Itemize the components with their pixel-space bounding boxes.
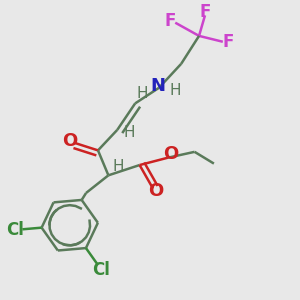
Text: H: H bbox=[123, 125, 135, 140]
Text: H: H bbox=[169, 83, 181, 98]
Text: O: O bbox=[163, 145, 178, 163]
Text: F: F bbox=[200, 3, 211, 21]
Text: O: O bbox=[62, 132, 77, 150]
Text: H: H bbox=[112, 159, 124, 174]
Text: N: N bbox=[150, 77, 165, 95]
Text: F: F bbox=[164, 12, 176, 30]
Text: Cl: Cl bbox=[6, 221, 24, 239]
Text: Cl: Cl bbox=[92, 261, 110, 279]
Text: H: H bbox=[137, 85, 148, 100]
Text: F: F bbox=[223, 33, 234, 51]
Text: O: O bbox=[148, 182, 164, 200]
